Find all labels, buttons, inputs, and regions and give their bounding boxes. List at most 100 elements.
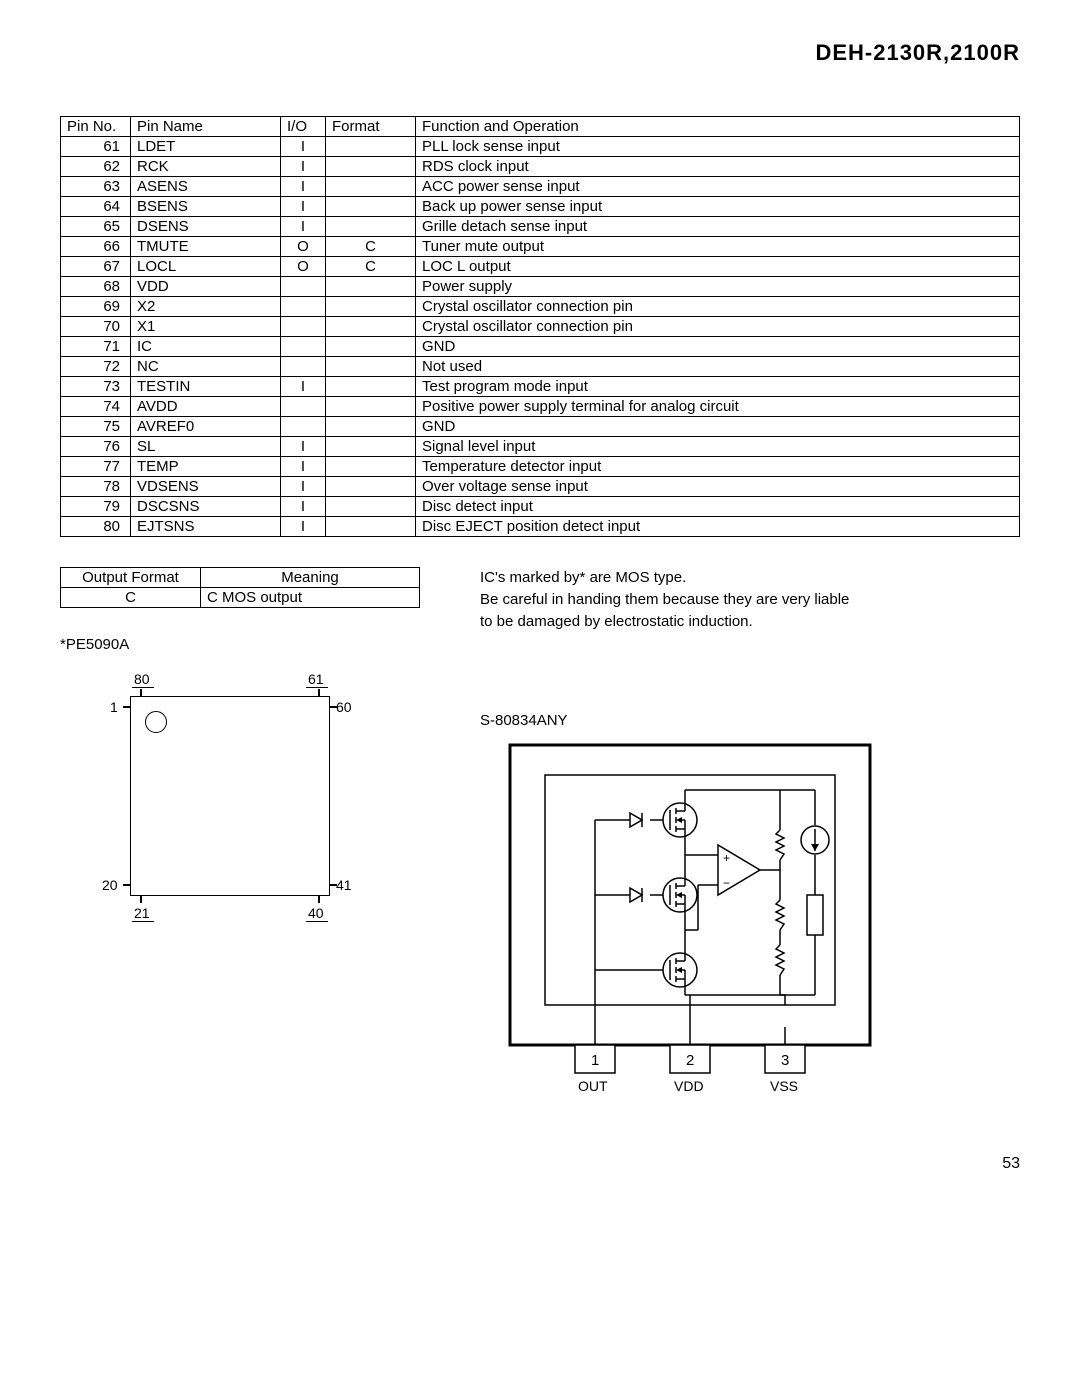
table-cell: Test program mode input: [416, 377, 1020, 397]
chip1-pin-br: 40: [308, 905, 324, 921]
table-cell: PLL lock sense input: [416, 137, 1020, 157]
page-number: 53: [60, 1155, 1020, 1173]
table-cell: Temperature detector input: [416, 457, 1020, 477]
table-cell: AVDD: [131, 397, 281, 417]
table-cell: [326, 177, 416, 197]
table-cell: VDSENS: [131, 477, 281, 497]
table-cell: 71: [61, 337, 131, 357]
table-cell: 61: [61, 137, 131, 157]
svg-text:−: −: [723, 876, 730, 890]
svg-text:+: +: [723, 851, 730, 865]
mos-note: IC's marked by* are MOS type. Be careful…: [480, 567, 1020, 632]
table-row: 64BSENSIBack up power sense input: [61, 197, 1020, 217]
table-cell: DSENS: [131, 217, 281, 237]
note-line3: to be damaged by electrostatic induction…: [480, 611, 1020, 633]
table-cell: Power supply: [416, 277, 1020, 297]
table-cell: [326, 417, 416, 437]
table-cell: Not used: [416, 357, 1020, 377]
table-cell: Back up power sense input: [416, 197, 1020, 217]
opamp-icon: + −: [718, 845, 760, 895]
table-cell: Grille detach sense input: [416, 217, 1020, 237]
table-cell: C: [61, 588, 201, 608]
table-cell: VDD: [131, 277, 281, 297]
chip1-label: *PE5090A: [60, 636, 440, 653]
table-row: 71ICGND: [61, 337, 1020, 357]
table-cell: [281, 417, 326, 437]
table-cell: TMUTE: [131, 237, 281, 257]
table-cell: GND: [416, 417, 1020, 437]
chip2-pin1-num: 1: [591, 1052, 599, 1069]
table-row: 80EJTSNSIDisc EJECT position detect inpu…: [61, 517, 1020, 537]
format-table-header: Meaning: [201, 568, 420, 588]
table-cell: C: [326, 237, 416, 257]
table-row: 62RCKIRDS clock input: [61, 157, 1020, 177]
table-cell: I: [281, 137, 326, 157]
table-cell: 67: [61, 257, 131, 277]
table-cell: LOC L output: [416, 257, 1020, 277]
table-row: 79DSCSNSIDisc detect input: [61, 497, 1020, 517]
chip1-pin-rt: 60: [336, 699, 352, 715]
table-row: CC MOS output: [61, 588, 420, 608]
table-cell: [326, 357, 416, 377]
chip2-pin3-num: 3: [781, 1052, 789, 1069]
table-row: 61LDETI PLL lock sense input: [61, 137, 1020, 157]
table-cell: I: [281, 477, 326, 497]
pin-table-header: Pin Name: [131, 117, 281, 137]
pin-table-header: Format: [326, 117, 416, 137]
note-line1: IC's marked by* are MOS type.: [480, 567, 1020, 589]
diode-icon: [630, 813, 642, 827]
table-cell: [326, 197, 416, 217]
table-cell: AVREF0: [131, 417, 281, 437]
table-row: 72NCNot used: [61, 357, 1020, 377]
chip1-pin-tl: 80: [134, 671, 150, 687]
table-row: 66TMUTEOCTuner mute output: [61, 237, 1020, 257]
table-row: 68VDD Power supply: [61, 277, 1020, 297]
table-cell: I: [281, 177, 326, 197]
table-cell: [281, 397, 326, 417]
table-cell: 68: [61, 277, 131, 297]
table-cell: O: [281, 257, 326, 277]
chip2-pin2-name: VDD: [674, 1078, 704, 1094]
table-cell: 73: [61, 377, 131, 397]
chip1-pin-bl: 21: [134, 905, 150, 921]
table-cell: [326, 217, 416, 237]
table-cell: [326, 277, 416, 297]
table-cell: [326, 457, 416, 477]
table-cell: 70: [61, 317, 131, 337]
table-cell: LDET: [131, 137, 281, 157]
mosfet-icon: [663, 803, 697, 837]
table-cell: [326, 517, 416, 537]
table-cell: [281, 297, 326, 317]
chip2-pin1-name: OUT: [578, 1078, 608, 1094]
table-cell: 78: [61, 477, 131, 497]
table-cell: Over voltage sense input: [416, 477, 1020, 497]
table-cell: [281, 357, 326, 377]
table-cell: 79: [61, 497, 131, 517]
table-row: 65DSENSIGrille detach sense input: [61, 217, 1020, 237]
table-cell: [326, 397, 416, 417]
table-cell: I: [281, 517, 326, 537]
pin-table-header: Pin No.: [61, 117, 131, 137]
table-cell: Crystal oscillator connection pin: [416, 297, 1020, 317]
table-cell: Crystal oscillator connection pin: [416, 317, 1020, 337]
pin-table: Pin No.Pin NameI/OFormatFunction and Ope…: [60, 116, 1020, 537]
table-cell: Disc EJECT position detect input: [416, 517, 1020, 537]
table-cell: Signal level input: [416, 437, 1020, 457]
table-cell: [326, 337, 416, 357]
table-row: 67LOCLOCLOC L output: [61, 257, 1020, 277]
table-cell: X2: [131, 297, 281, 317]
table-cell: O: [281, 237, 326, 257]
table-cell: 62: [61, 157, 131, 177]
current-source-icon: [801, 826, 829, 854]
note-line2: Be careful in handing them because they …: [480, 589, 1020, 611]
table-cell: 74: [61, 397, 131, 417]
block-icon: [807, 895, 823, 935]
table-cell: I: [281, 437, 326, 457]
table-cell: RCK: [131, 157, 281, 177]
table-cell: 77: [61, 457, 131, 477]
resistor-icon: [776, 900, 784, 930]
chip2-pin2-num: 2: [686, 1052, 694, 1069]
table-cell: NC: [131, 357, 281, 377]
table-row: 78VDSENSI Over voltage sense input: [61, 477, 1020, 497]
mosfet-icon: [663, 878, 697, 912]
